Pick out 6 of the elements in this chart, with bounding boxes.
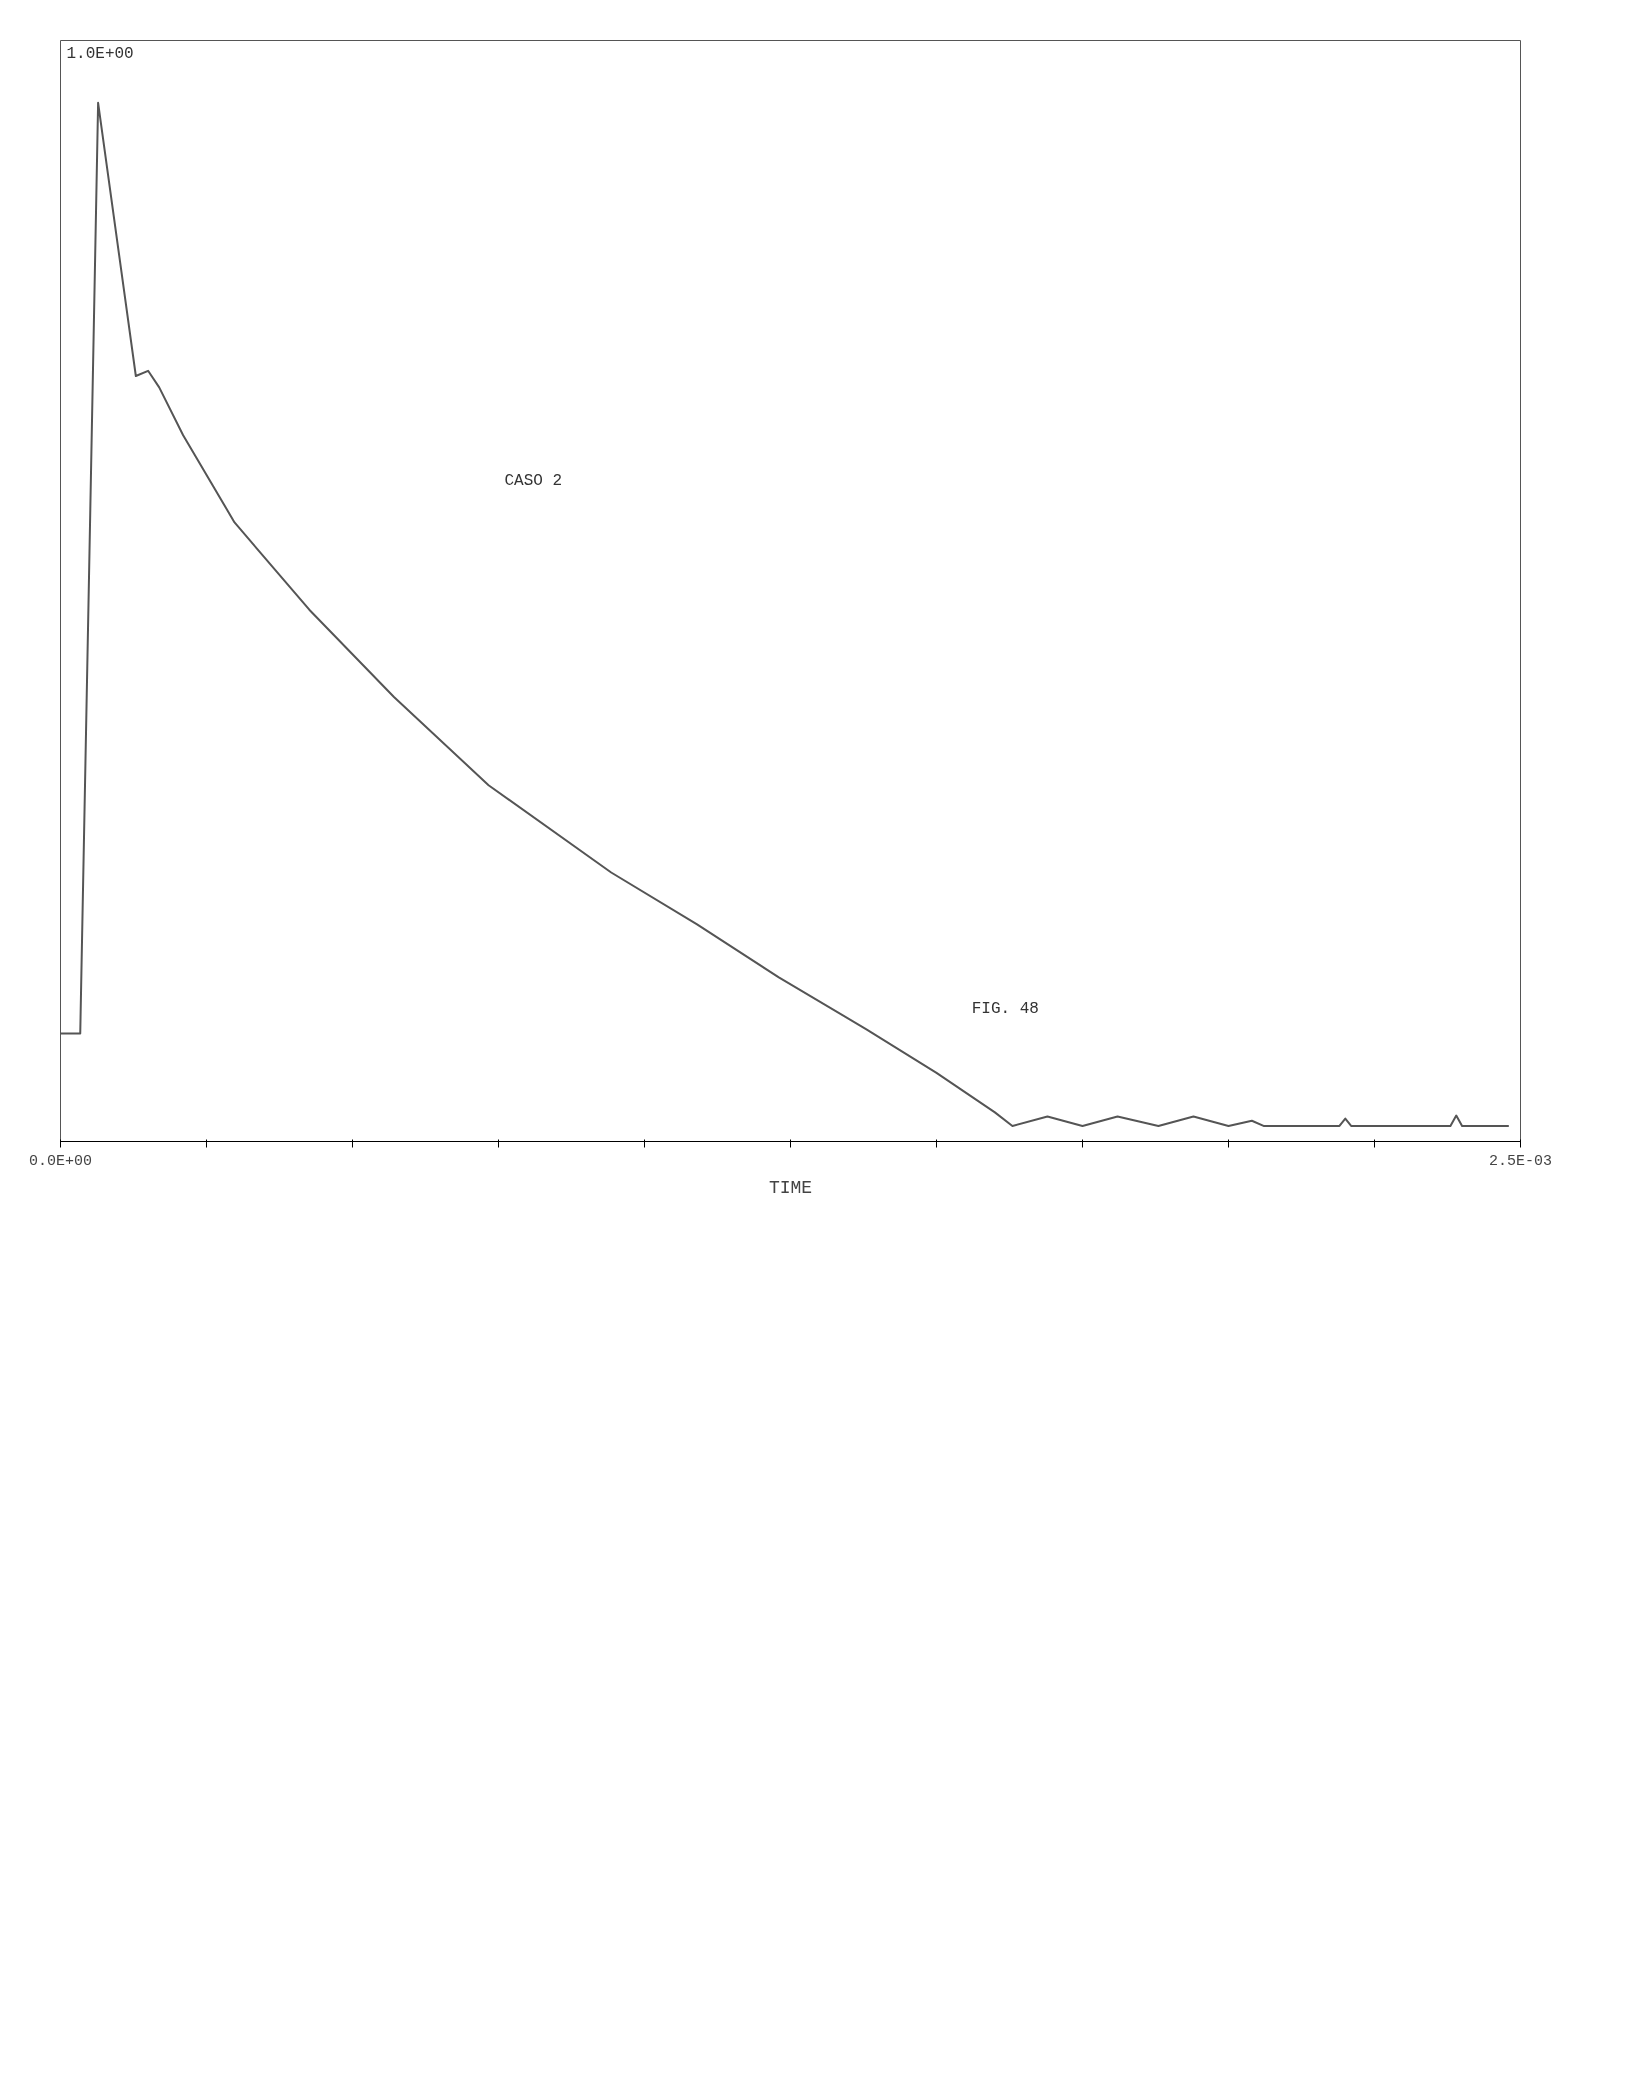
x-tick-label: 2.5E-03 [1488, 1152, 1553, 1170]
x-axis-title: TIME [768, 1177, 813, 1198]
annotation: FIG. 48 [971, 1000, 1039, 1019]
text: 1.0E+00 [66, 44, 134, 63]
x-tick-label: 0.0E+00 [28, 1152, 93, 1170]
annotation: CASO 2 [504, 471, 563, 490]
